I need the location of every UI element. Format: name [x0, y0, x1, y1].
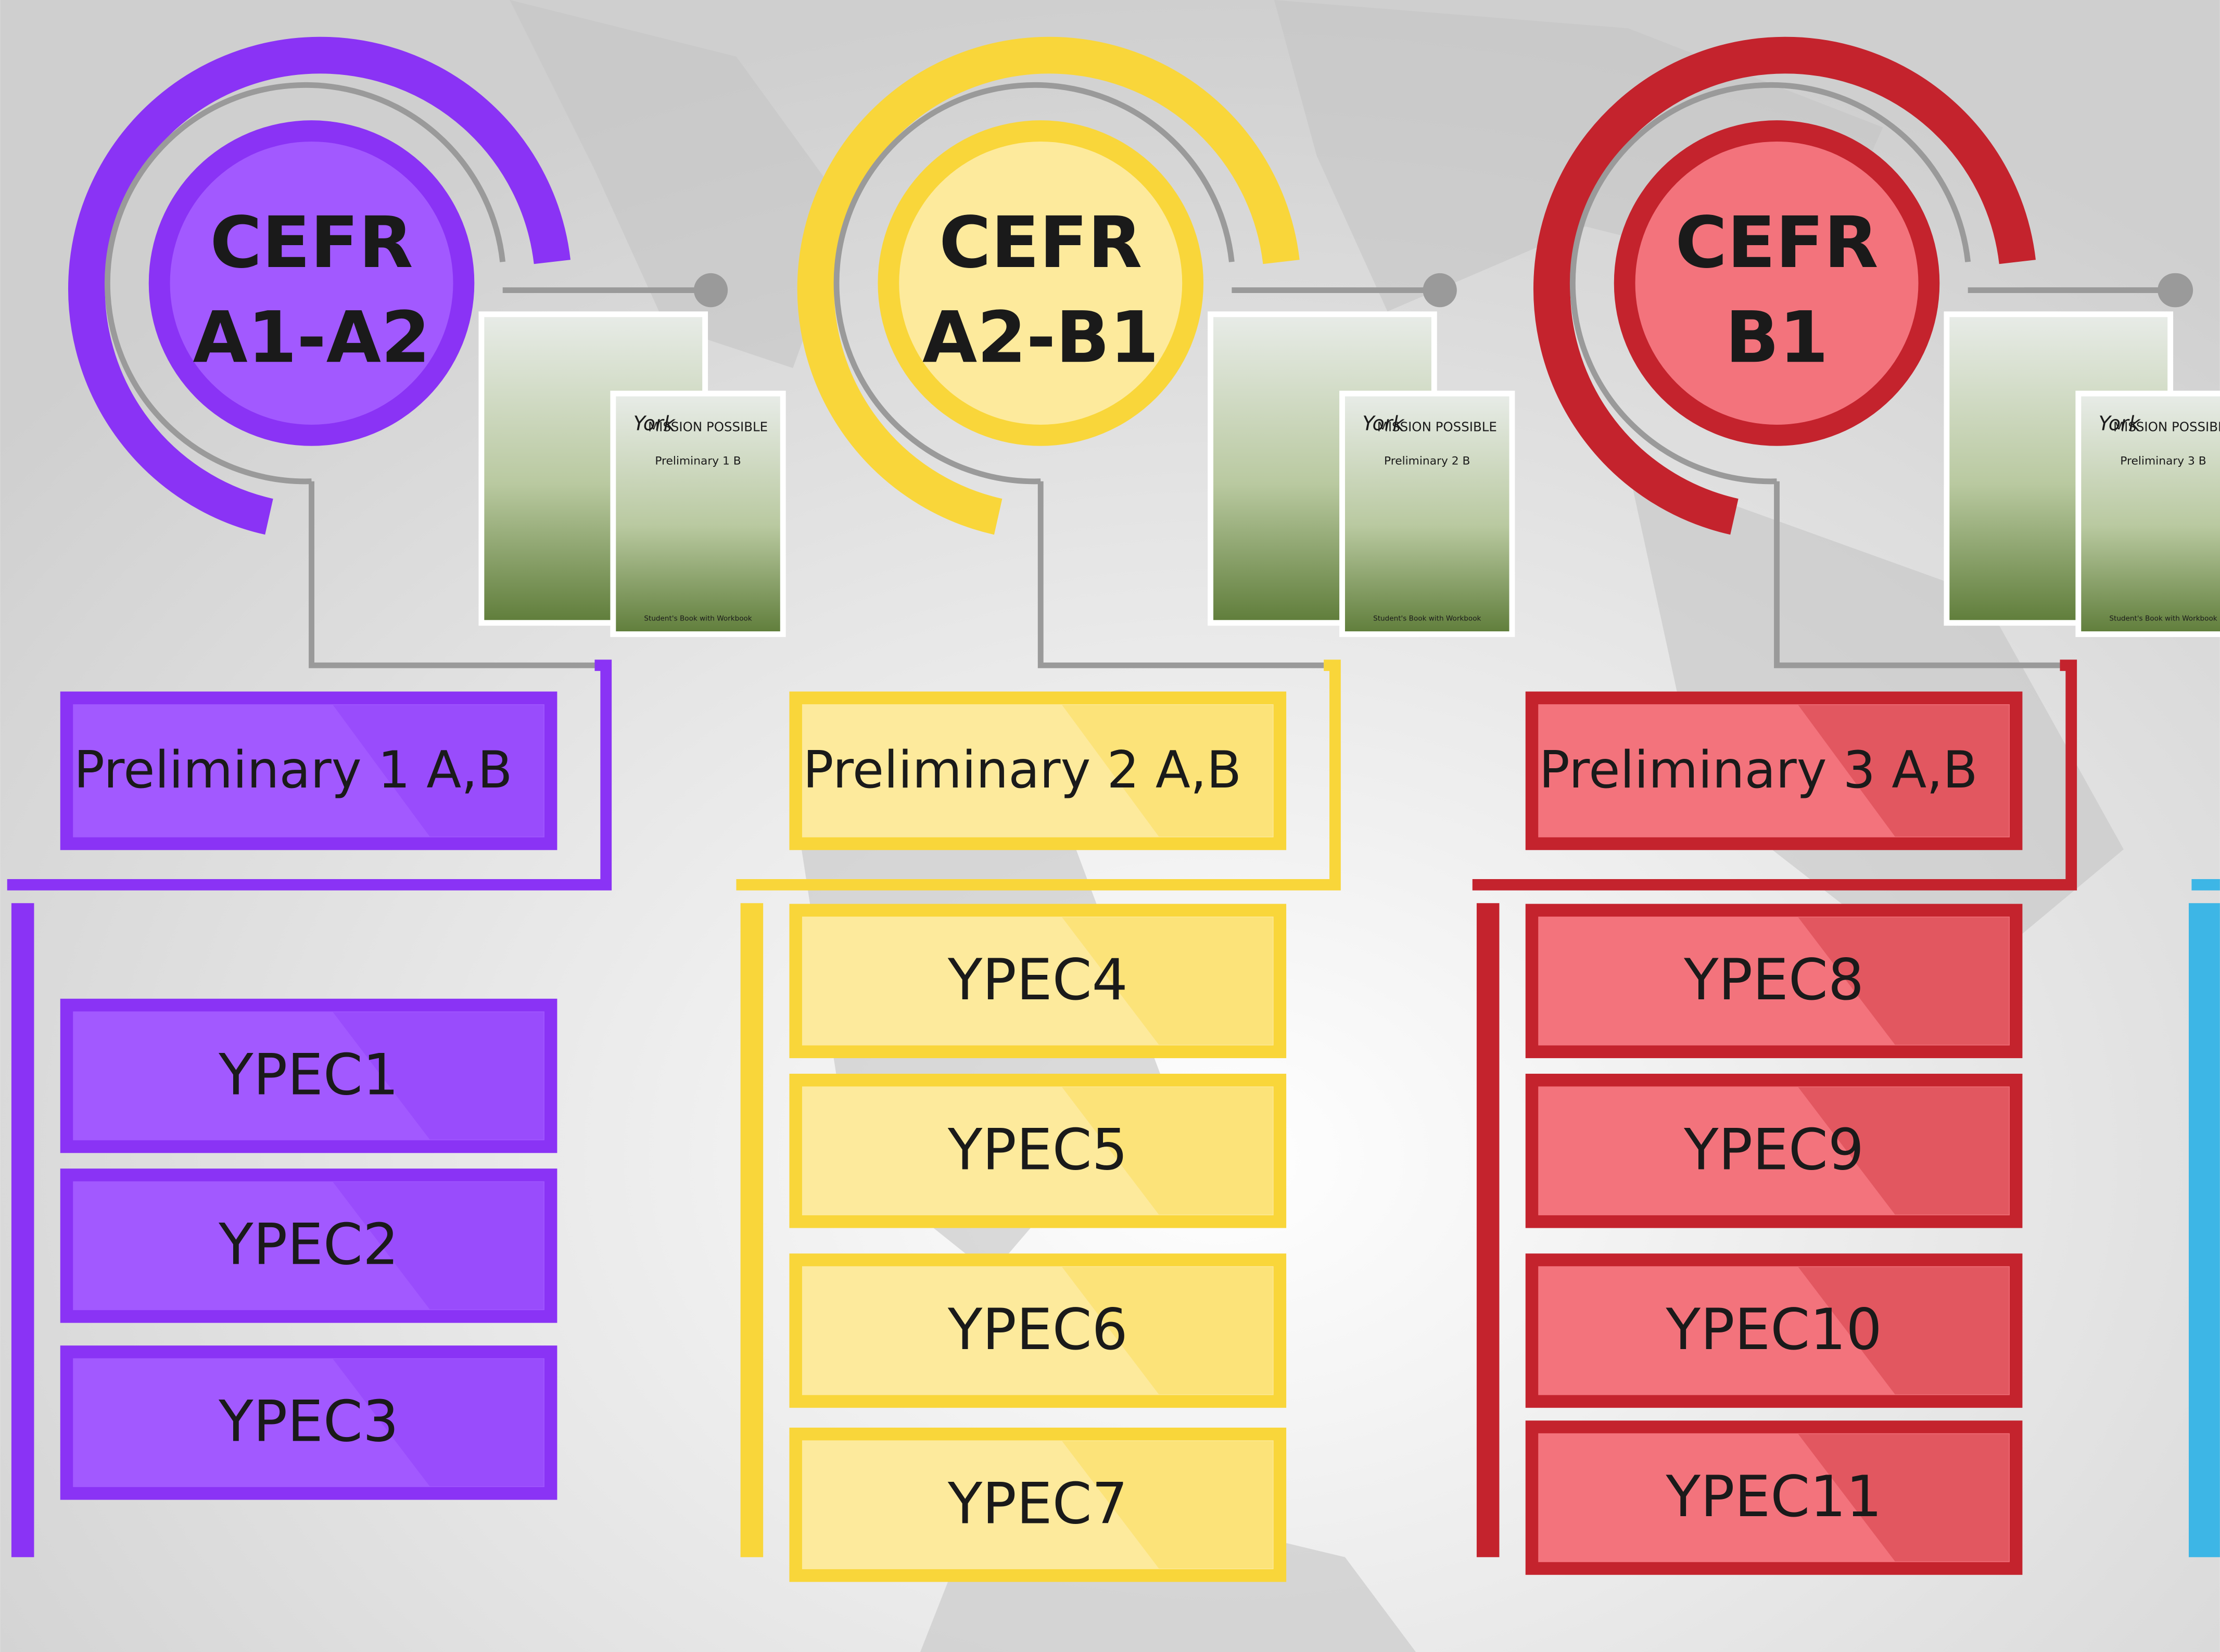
program-box: [789, 691, 1287, 850]
front-cover: [2075, 390, 2220, 637]
stem: [1037, 481, 1324, 668]
course-shade: [1798, 1434, 2009, 1561]
side-bar: [740, 903, 764, 1557]
course-box: [1525, 1420, 2023, 1575]
book-volume: Preliminary 3 B: [2120, 455, 2206, 468]
bracket: [7, 659, 612, 891]
course-box: [60, 1168, 557, 1323]
course-box: [60, 1345, 557, 1500]
program-shade: [333, 705, 544, 837]
course-shade: [1062, 1267, 1273, 1394]
course-box: [1525, 1253, 2023, 1408]
connector-dot: [2159, 273, 2193, 308]
cefr-label: CEFR: [210, 202, 413, 284]
connector-dot: [693, 273, 728, 308]
course-label: YPEC3: [218, 1389, 399, 1455]
course-shade: [1062, 917, 1273, 1045]
program-shade: [1798, 705, 2009, 837]
stem: [309, 481, 595, 668]
course-label: YPEC7: [947, 1470, 1128, 1536]
book-brand: York: [633, 412, 676, 435]
gray-arc: [1569, 82, 1971, 485]
program-label: Preliminary 2 A,B: [803, 741, 1242, 800]
book-series: MISSION POSSIBLE: [648, 419, 768, 434]
outer-arc: [68, 36, 571, 535]
book-series: MISSION POSSIBLE: [2113, 419, 2220, 434]
front-cover: [1339, 390, 1515, 637]
level-circle-inner: [899, 141, 1183, 425]
book-brand: York: [2099, 412, 2141, 435]
course-shade: [333, 1359, 544, 1486]
bracket: [1472, 659, 2077, 891]
book-subtitle: Student's Book with Workbook: [1373, 615, 1481, 623]
book-subtitle: Student's Book with Workbook: [644, 615, 752, 623]
course-box: [789, 1427, 1287, 1582]
program-box: [1525, 691, 2023, 850]
course-label: YPEC10: [1666, 1297, 1882, 1363]
course-shade: [1798, 1267, 2009, 1394]
side-bar: [1476, 903, 1500, 1557]
gray-arc: [833, 82, 1235, 485]
outer-arc: [1533, 36, 2036, 535]
cefr-level: B1: [1725, 297, 1828, 379]
course-label: YPEC8: [1683, 947, 1864, 1013]
book-subtitle: Student's Book with Workbook: [2109, 615, 2217, 623]
course-box: [789, 904, 1287, 1059]
course-shade: [333, 1182, 544, 1310]
level-circle-inner: [170, 141, 453, 425]
level-circle-inner: [1635, 141, 1919, 425]
course-label: YPEC4: [947, 947, 1128, 1013]
book-volume: Preliminary 2 B: [1384, 455, 1470, 468]
course-box: [1525, 904, 2023, 1059]
course-shade: [333, 1012, 544, 1140]
cefr-label: CEFR: [1675, 202, 1878, 284]
program-box: [60, 691, 557, 850]
course-label: YPEC5: [947, 1116, 1128, 1183]
program-label: Preliminary 1 A,B: [74, 741, 513, 800]
outer-arc: [797, 36, 1300, 535]
front-cover: [610, 390, 786, 637]
course-box: [789, 1073, 1287, 1228]
course-shade: [1798, 1087, 2009, 1215]
side-bar: [11, 903, 34, 1557]
cefr-label: CEFR: [939, 202, 1142, 284]
program-label: Preliminary 3 A,B: [1539, 741, 1978, 800]
course-box: [789, 1253, 1287, 1408]
program-shade: [1062, 705, 1273, 837]
stem: [1774, 481, 2060, 668]
course-label: YPEC6: [947, 1297, 1128, 1363]
course-shade: [1062, 1441, 1273, 1569]
book-brand: York: [1362, 412, 1405, 435]
connector-dot: [1423, 273, 1457, 308]
course-label: YPEC2: [218, 1212, 399, 1278]
course-label: YPEC1: [218, 1041, 399, 1108]
book-series: MISSION POSSIBLE: [1377, 419, 1497, 434]
course-label: YPEC11: [1666, 1464, 1882, 1530]
book-volume: Preliminary 1 B: [655, 455, 741, 468]
course-box: [1525, 1073, 2023, 1228]
gray-arc: [104, 82, 506, 485]
cefr-level: A2-B1: [922, 297, 1159, 379]
cefr-level: A1-A2: [193, 297, 430, 379]
course-shade: [1062, 1087, 1273, 1215]
course-shade: [1798, 917, 2009, 1045]
course-label: YPEC9: [1683, 1116, 1864, 1183]
bracket: [736, 659, 1341, 891]
course-box: [60, 998, 557, 1153]
